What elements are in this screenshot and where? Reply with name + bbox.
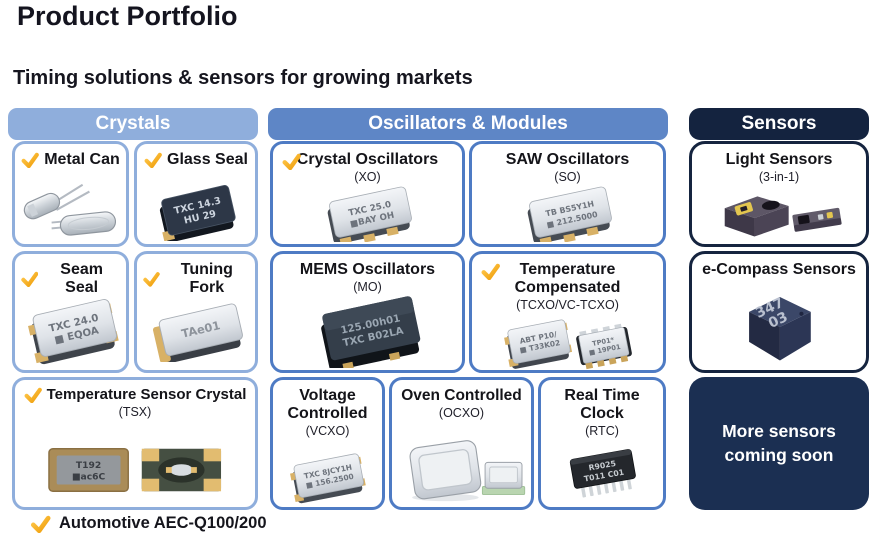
cell-subtitle: (VCXO): [305, 424, 350, 439]
cell-title-row: Light Sensors: [692, 151, 866, 169]
metal-can-image: [23, 183, 116, 236]
tcxo-image: ABT P10/ ■ T33K02 TP01* ■ 19P01: [503, 319, 632, 370]
light-sensors-image: [724, 196, 842, 237]
cell-title-row: Glass Seal: [137, 151, 255, 169]
cell-title-row: Temperature Sensor Crystal: [15, 386, 255, 404]
cell-title-row: Real Time Clock: [541, 387, 663, 423]
cell-voltage-controlled: Voltage Controlled (VCXO) TXC 8JCY1H ■ 1…: [270, 377, 385, 510]
check-icon: [30, 515, 51, 533]
cell-title-row: Voltage Controlled: [273, 387, 382, 423]
vcxo-image: TXC 8JCY1H ■ 156.2500: [289, 453, 366, 504]
rtc-image: R9025 T011 C01: [569, 449, 636, 498]
cell-title: e-Compass Sensors: [702, 261, 856, 278]
mo-image: 125.00h01 TXC B02LA: [320, 296, 420, 368]
cell-title-row: Temperature Compensated: [472, 261, 663, 297]
cell-mems-oscillators: MEMS Oscillators (MO) 125.00h01 TXC B02L…: [270, 251, 465, 373]
cell-metal-can: Metal Can: [12, 141, 129, 247]
cell-subtitle: (XO): [354, 170, 381, 185]
cell-real-time-clock: Real Time Clock (RTC) R9025 T011 C01: [538, 377, 666, 510]
cell-subtitle: (SO): [554, 170, 581, 185]
tsx-image: T192 ■ac6C: [48, 448, 222, 492]
cell-title: Voltage Controlled: [287, 387, 368, 423]
cell-subtitle: (TSX): [118, 404, 152, 419]
cell-subtitle: (3-in-1): [758, 170, 800, 185]
cell-title: Glass Seal: [167, 151, 248, 168]
xo-image: TXC 25.0 ■BAY OH: [327, 186, 412, 242]
chip-text: ■ac6C: [72, 472, 106, 483]
cell-title-row: e-Compass Sensors: [692, 261, 866, 279]
cell-ecompass-sensors: e-Compass Sensors 347 03: [689, 251, 869, 373]
so-image: TB BS5Y1H ■ 212.5000: [527, 186, 612, 242]
check-icon: [144, 152, 162, 169]
cell-title: Light Sensors: [725, 151, 833, 168]
cell-title-row: Tuning Fork: [137, 261, 255, 297]
check-icon: [143, 272, 160, 287]
more-sensors-line2: coming soon: [724, 444, 834, 465]
cell-title: Temperature Compensated: [514, 261, 621, 297]
cell-crystal-oscillators: Crystal Oscillators (XO) TXC 25.0 ■BAY O…: [270, 141, 465, 247]
cell-more-sensors: More sensors coming soon: [689, 377, 869, 510]
more-sensors-line1: More sensors: [722, 420, 836, 441]
cell-title-row: SAW Oscillators: [472, 151, 663, 169]
glass-seal-image: TXC 14.3 HU 29: [159, 185, 236, 241]
cell-title: Real Time Clock: [564, 387, 640, 423]
check-icon: [24, 388, 42, 404]
page-subtitle: Timing solutions & sensors for growing m…: [13, 67, 473, 89]
cell-temperature-sensor-crystal: Temperature Sensor Crystal (TSX) T192 ■a…: [12, 377, 258, 510]
chip-text: T192: [76, 460, 101, 471]
cell-glass-seal: Glass Seal TXC 14.3 HU 29: [134, 141, 258, 247]
cell-title: Temperature Sensor Crystal: [46, 386, 247, 403]
cell-title-row: Oven Controlled: [392, 387, 531, 405]
cell-title: Metal Can: [44, 151, 120, 168]
seam-seal-image: TXC 24.0 ■ EQOA: [27, 299, 119, 365]
ocxo-image: [409, 440, 525, 502]
cell-saw-oscillators: SAW Oscillators (SO) TB BS5Y1H ■ 212.500…: [469, 141, 666, 247]
page-title: Product Portfolio: [17, 1, 238, 31]
cell-oven-controlled: Oven Controlled (OCXO): [389, 377, 534, 510]
cell-title-row: Crystal Oscillators: [273, 151, 462, 169]
crystals-column: Crystals Metal Can Glass Seal: [8, 108, 258, 514]
cell-title: MEMS Oscillators: [299, 261, 436, 278]
cell-subtitle: (RTC): [585, 424, 619, 439]
cell-subtitle: (MO): [353, 280, 382, 295]
cell-title-row: Seam Seal: [15, 261, 126, 297]
cell-light-sensors: Light Sensors (3-in-1): [689, 141, 869, 247]
cell-subtitle: (TCXO/VC-TCXO): [516, 298, 619, 313]
cell-title: Crystal Oscillators: [296, 151, 439, 168]
ecompass-image: 347 03: [749, 295, 811, 361]
cell-title: SAW Oscillators: [505, 151, 630, 168]
tuning-fork-image: TAe01: [152, 303, 243, 362]
check-icon: [282, 153, 301, 170]
sensors-column: Sensors Light Sensors (3-in-1): [689, 108, 869, 514]
check-icon: [21, 271, 39, 287]
cell-subtitle: (OCXO): [438, 405, 485, 420]
chip-text: 03: [766, 309, 790, 332]
oscillators-column: Oscillators & Modules Crystal Oscillator…: [268, 108, 668, 514]
cell-temperature-compensated: Temperature Compensated (TCXO/VC-TCXO) A…: [469, 251, 666, 373]
sensors-header: Sensors: [689, 108, 869, 140]
oscillators-header: Oscillators & Modules: [268, 108, 668, 140]
cell-title: Tuning Fork: [180, 261, 233, 297]
cell-seam-seal: Seam Seal TXC 24.0 ■ EQOA: [12, 251, 129, 373]
cell-title: Oven Controlled: [401, 387, 522, 404]
footnote-text: Automotive AEC-Q100/200: [59, 514, 267, 532]
cell-title-row: MEMS Oscillators: [273, 261, 462, 279]
cell-tuning-fork: Tuning Fork TAe01: [134, 251, 258, 373]
crystals-header: Crystals: [8, 108, 258, 140]
check-icon: [481, 263, 500, 280]
check-icon: [21, 152, 40, 169]
footnote-automotive: Automotive AEC-Q100/200: [30, 514, 267, 533]
cell-title-row: Metal Can: [15, 151, 126, 169]
cell-title: Seam Seal: [60, 261, 103, 297]
